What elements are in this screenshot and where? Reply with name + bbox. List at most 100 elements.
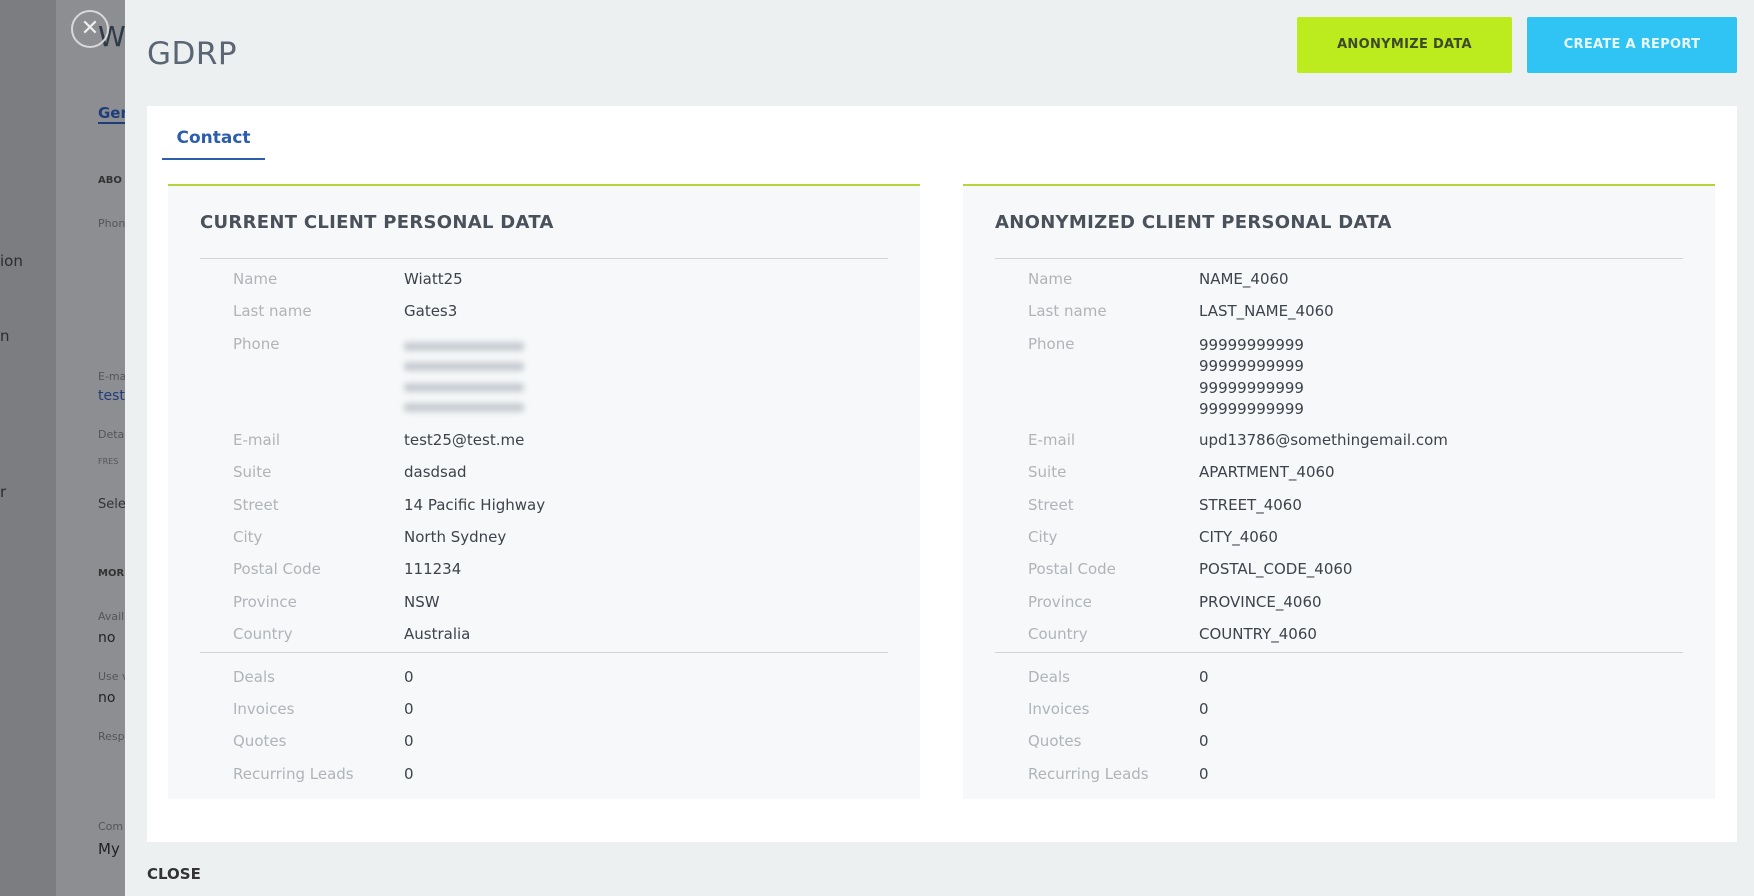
bg-comm-value: My r <box>98 840 131 858</box>
bg-select: Sele <box>98 497 126 512</box>
field-label: Name <box>1028 270 1073 288</box>
bg-nav-item: ion <box>0 252 23 270</box>
field-value: COUNTRY_4060 <box>1199 625 1317 644</box>
field-value: North Sydney <box>404 528 507 546</box>
field-label: Phone <box>233 334 280 353</box>
field-label: Country <box>1028 625 1088 644</box>
blurred-phone <box>404 403 524 413</box>
bg-use-value: no <box>98 690 116 706</box>
bg-nav-item: n <box>0 327 10 345</box>
gdpr-modal: GDRP ANONYMIZE DATA CREATE A REPORT Cont… <box>125 0 1754 896</box>
bg-avail-label: Avail <box>98 610 125 623</box>
stat-value: 0 <box>1199 667 1209 686</box>
blurred-phone <box>404 341 524 351</box>
field-label: Province <box>233 592 297 611</box>
field-value: upd13786@somethingemail.com <box>1199 430 1448 449</box>
bg-phone-label: Phon <box>98 217 126 230</box>
field-label: Street <box>1028 495 1074 514</box>
bg-fresh: FRES <box>98 457 119 466</box>
stat-value: 0 <box>1199 700 1209 718</box>
field-value: 14 Pacific Highway <box>404 495 546 514</box>
background-sidebar: ion n r <box>0 0 56 896</box>
anonymized-data-panel: ANONYMIZED CLIENT PERSONAL DATA Name NAME… <box>963 184 1715 799</box>
field-label: Suite <box>1028 463 1067 482</box>
field-value: dasdsad <box>404 463 467 482</box>
bg-avail-value: no <box>98 630 116 646</box>
stat-value: 0 <box>404 700 414 718</box>
field-value <box>404 335 524 424</box>
close-icon[interactable]: ✕ <box>71 10 109 48</box>
stat-value: 0 <box>1199 732 1209 751</box>
divider <box>200 258 888 259</box>
bg-more-heading: MOR <box>98 568 125 579</box>
modal-card: Contact CURRENT CLIENT PERSONAL DATA Nam… <box>147 106 1737 842</box>
close-button[interactable]: CLOSE <box>147 865 201 883</box>
field-value: APARTMENT_4060 <box>1199 463 1335 482</box>
bg-about-heading: ABO <box>98 175 122 186</box>
stat-label: Invoices <box>1028 700 1090 718</box>
panel-heading: CURRENT CLIENT PERSONAL DATA <box>200 212 554 233</box>
field-label: Name <box>233 270 278 288</box>
field-label: City <box>1028 528 1058 546</box>
stat-label: Recurring Leads <box>233 764 354 783</box>
tab-contact[interactable]: Contact <box>162 120 265 160</box>
field-value: 99999999999 99999999999 99999999999 9999999… <box>1199 335 1304 421</box>
field-label: Suite <box>233 463 272 482</box>
stat-label: Quotes <box>233 732 287 751</box>
field-value: Gates3 <box>404 302 458 321</box>
panel-heading: ANONYMIZED CLIENT PERSONAL DATA <box>995 212 1392 233</box>
field-label: Last name <box>1028 302 1107 321</box>
modal-title: GDRP <box>147 36 238 72</box>
bg-email-label: E-ma <box>98 370 127 383</box>
field-label: E-mail <box>233 430 281 449</box>
stat-value: 0 <box>404 667 414 686</box>
field-label: Country <box>233 625 293 644</box>
phone-value: 99999999999 <box>1199 335 1304 354</box>
phone-value: 99999999999 <box>1199 400 1304 419</box>
field-value: CITY_4060 <box>1199 528 1278 546</box>
phone-value: 99999999999 <box>1199 378 1304 397</box>
stat-label: Deals <box>1028 667 1070 686</box>
bg-tab: Ger <box>98 104 128 124</box>
field-value: 111234 <box>404 560 462 579</box>
stat-label: Recurring Leads <box>1028 764 1149 783</box>
stat-label: Invoices <box>233 700 295 718</box>
field-value: PROVINCE_4060 <box>1199 592 1322 611</box>
anonymize-data-button[interactable]: ANONYMIZE DATA <box>1297 17 1512 73</box>
stat-value: 0 <box>1199 764 1209 783</box>
divider <box>200 651 888 653</box>
field-value: NAME_4060 <box>1199 270 1289 288</box>
stat-label: Quotes <box>1028 732 1082 751</box>
bg-use-label: Use v <box>98 670 129 683</box>
field-label: Street <box>233 495 279 514</box>
field-value: test25@test.me <box>404 430 525 449</box>
bg-resp-label: Resp <box>98 730 125 743</box>
blurred-phone <box>404 362 524 372</box>
stat-label: Deals <box>233 667 275 686</box>
field-label: Postal Code <box>233 560 321 579</box>
blurred-phone <box>404 382 524 392</box>
field-value: LAST_NAME_4060 <box>1199 302 1334 321</box>
create-report-button[interactable]: CREATE A REPORT <box>1527 17 1737 73</box>
stat-value: 0 <box>404 764 414 783</box>
field-value: STREET_4060 <box>1199 495 1302 514</box>
field-label: Phone <box>1028 334 1075 353</box>
current-data-panel: CURRENT CLIENT PERSONAL DATA Name Wiatt25… <box>168 184 920 799</box>
field-value: POSTAL_CODE_4060 <box>1199 560 1353 579</box>
bg-comm-label: Com <box>98 820 124 833</box>
field-label: Last name <box>233 302 312 321</box>
field-label: Province <box>1028 592 1092 611</box>
phone-value: 99999999999 <box>1199 357 1304 376</box>
stat-value: 0 <box>404 732 414 751</box>
divider <box>995 651 1683 653</box>
field-label: E-mail <box>1028 430 1076 449</box>
field-value: NSW <box>404 592 440 611</box>
divider <box>995 258 1683 259</box>
field-value: Australia <box>404 625 471 644</box>
field-label: City <box>233 528 263 546</box>
bg-nav-item: r <box>0 483 7 501</box>
bg-details-label: Deta <box>98 428 125 441</box>
background-contact-page: Wia Ger ABO Phon E-ma test2 Deta FRES Se… <box>56 0 136 896</box>
field-label: Postal Code <box>1028 560 1116 579</box>
field-value: Wiatt25 <box>404 270 463 288</box>
